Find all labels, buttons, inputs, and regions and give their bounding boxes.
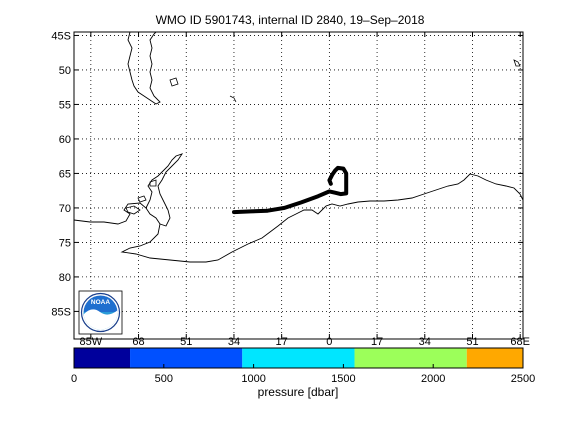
longitude-labels: 85W 68 51 34 17 0 17 34 51 68E (80, 336, 530, 348)
falkland-islands (169, 77, 179, 87)
lat-label: 50 (59, 65, 71, 77)
lon-label: 68E (510, 336, 530, 348)
logo-text: NOAA (91, 299, 110, 306)
lon-label: 0 (326, 336, 332, 348)
lat-label: 45S (51, 30, 71, 42)
map-grid (74, 32, 523, 339)
lat-label: 55 (59, 99, 71, 111)
colorbar-tick-label: 2500 (511, 373, 535, 385)
colorbar-segment (74, 348, 131, 368)
colorbar-tick-label: 1500 (331, 373, 355, 385)
lon-label: 85W (80, 336, 103, 348)
lon-label: 51 (466, 336, 478, 348)
logo-sky (83, 295, 118, 314)
noaa-logo: NOAA (78, 290, 123, 335)
lat-label: 70 (59, 203, 71, 215)
colorbar-tick-label: 1000 (241, 373, 265, 385)
antarctic-coastline (73, 173, 524, 263)
peninsula-islands (125, 179, 157, 215)
colorbar-segment (354, 348, 467, 368)
lon-label: 34 (419, 336, 431, 348)
colorbar-ticks: 0 500 1000 1500 2000 2500 (71, 364, 535, 385)
lon-label: 34 (228, 336, 240, 348)
figure-title: WMO ID 5901743, internal ID 2840, 19–Sep… (156, 13, 425, 27)
lon-label: 17 (371, 336, 383, 348)
colorbar-segment (466, 348, 523, 368)
lon-label: 17 (276, 336, 288, 348)
latitude-labels: 45S 50 55 60 65 70 75 80 85S (51, 30, 71, 318)
coastline (73, 31, 524, 263)
colorbar-label: pressure [dbar] (258, 385, 339, 399)
map-frame (73, 31, 524, 340)
lat-label: 80 (59, 272, 71, 284)
colorbar: 0 500 1000 1500 2000 2500 pressure [dbar] (71, 347, 535, 399)
south-georgia (229, 95, 237, 103)
colorbar-segments (74, 348, 523, 368)
bouvet-island (513, 59, 521, 67)
map-panel: 45S 50 55 60 65 70 75 80 85S 85W 68 51 34 17 0 17 34 51 6… (51, 30, 530, 348)
logo-bird (84, 309, 118, 330)
float-trajectory (232, 165, 349, 215)
south-america-coastline (127, 31, 161, 105)
colorbar-segment (242, 348, 355, 368)
colorbar-tick-label: 2000 (421, 373, 445, 385)
lat-label: 75 (59, 237, 71, 249)
colorbar-frame (73, 347, 524, 369)
lat-label: 85S (51, 306, 71, 318)
colorbar-tick-label: 500 (155, 373, 173, 385)
lat-label: 60 (59, 134, 71, 146)
lon-label: 68 (132, 336, 144, 348)
lon-label: 51 (180, 336, 192, 348)
colorbar-tick-label: 0 (71, 373, 77, 385)
lat-label: 65 (59, 168, 71, 180)
colorbar-segment (130, 348, 243, 368)
